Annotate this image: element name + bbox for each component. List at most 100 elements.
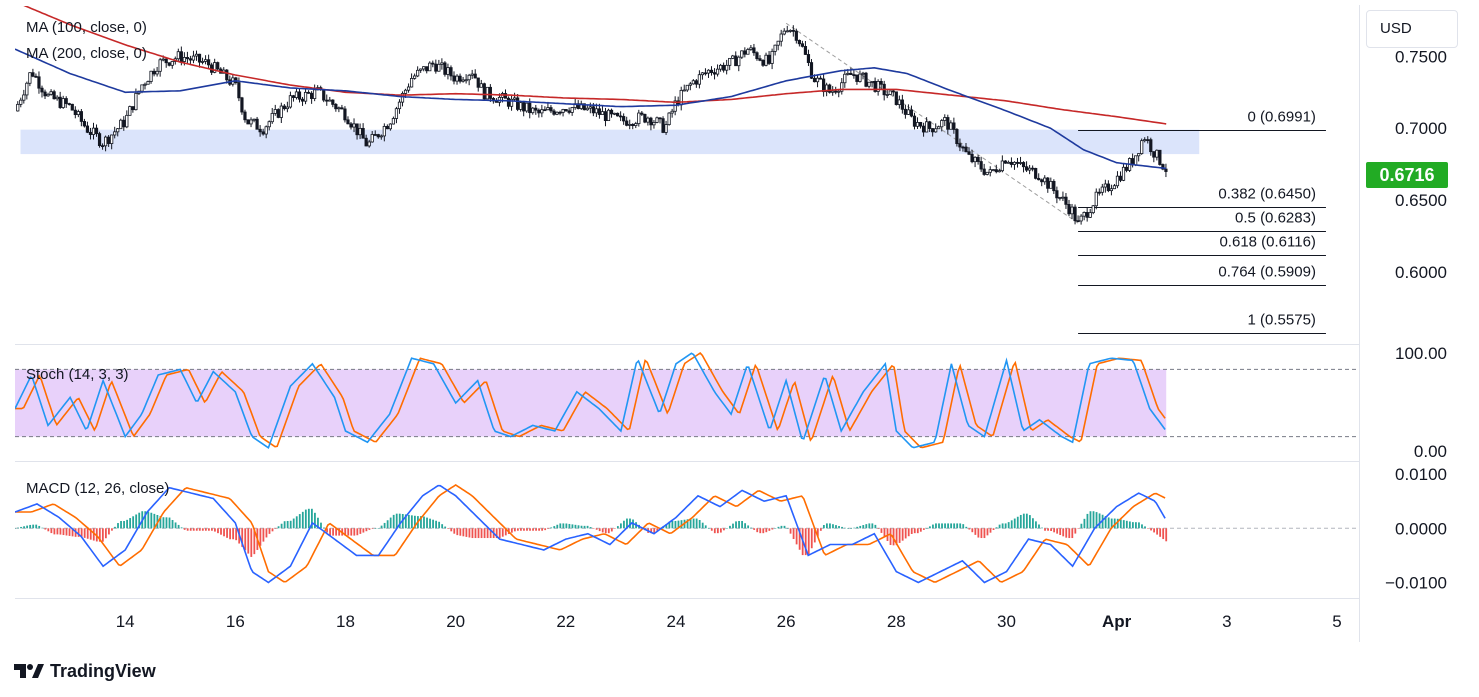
candle-body — [325, 99, 329, 102]
candle-body — [461, 79, 465, 82]
candle-body — [909, 109, 914, 117]
price-pane[interactable] — [15, 2, 1326, 334]
candle-body — [985, 171, 989, 175]
macd-hist-bar — [262, 528, 265, 542]
macd-hist-bar — [1059, 528, 1062, 535]
candle-body — [182, 57, 186, 62]
candle-body — [761, 59, 765, 66]
macd-hist-bar — [859, 525, 862, 529]
candle-body — [946, 117, 950, 130]
candle-body — [346, 119, 350, 125]
candle-body — [261, 131, 265, 135]
currency-selector[interactable]: USD — [1366, 10, 1458, 48]
candle-body — [537, 109, 541, 114]
candle-body — [822, 78, 826, 93]
candle-body — [434, 63, 438, 72]
macd-hist-bar — [744, 523, 747, 529]
macd-hist-bar — [771, 528, 774, 530]
macd-hist-bar — [1044, 528, 1046, 531]
price-axis[interactable]: 0.7500 0.7000 0.6500 0.6000 — [1395, 47, 1447, 282]
macd-hist-bar — [498, 528, 501, 539]
tradingview-logo[interactable]: TradingView — [14, 658, 156, 684]
macd-hist-bar — [138, 512, 141, 529]
macd-hist-bar — [847, 528, 850, 529]
macd-hist-bar — [1071, 528, 1074, 539]
macd-hist-bar — [932, 524, 934, 529]
macd-hist-bar — [159, 516, 162, 529]
candle-body — [1003, 160, 1007, 164]
candle-body — [158, 59, 162, 72]
macd-hist-bar — [1125, 520, 1128, 529]
macd-hist-bar — [668, 521, 671, 529]
macd-hist-bar — [220, 528, 222, 535]
time-axis[interactable]: 14 16 18 20 22 24 26 28 30 Apr 3 5 — [116, 612, 1342, 631]
candle-body — [682, 89, 686, 92]
candle-body — [818, 77, 823, 80]
candle-body — [113, 131, 117, 136]
macd-hist-bar — [350, 528, 353, 536]
bearish-trendline[interactable] — [785, 22, 1079, 224]
candle-body — [1158, 149, 1162, 165]
macd-hist-bar — [704, 525, 707, 529]
candle-body — [685, 84, 689, 91]
macd-hist-bar — [126, 519, 128, 529]
candle-body — [1109, 188, 1114, 192]
stoch-pane[interactable] — [15, 351, 1359, 450]
candle-body — [288, 95, 293, 108]
support-zone[interactable] — [20, 129, 1200, 155]
macd-hist-bar — [822, 525, 825, 529]
macd-pane[interactable] — [14, 484, 1359, 584]
candle-body — [303, 91, 308, 102]
candle-body — [667, 112, 671, 125]
macd-legend[interactable]: MACD (12, 26, close) — [26, 480, 169, 497]
macd-hist-bar — [986, 528, 989, 536]
macd-hist-bar — [1107, 517, 1110, 529]
candle-body — [955, 129, 959, 145]
macd-hist-bar — [756, 528, 759, 533]
candle-body — [512, 97, 517, 100]
macd-hist-bar — [147, 511, 150, 529]
ma200-legend[interactable]: MA (200, close, 0) — [26, 45, 147, 62]
price-tick-label: 0.6000 — [1395, 263, 1447, 282]
macd-hist-bar — [135, 514, 138, 529]
candle-body — [894, 91, 898, 105]
candle-body — [628, 123, 632, 126]
stoch-legend[interactable]: Stoch (14, 3, 3) — [26, 366, 129, 383]
candle-body — [73, 109, 77, 116]
macd-hist-bar — [104, 528, 107, 539]
candle-body — [243, 111, 247, 121]
macd-hist-bar — [916, 528, 919, 534]
macd-hist-bar — [510, 528, 513, 533]
candle-body — [785, 30, 789, 33]
macd-hist-bar — [950, 523, 953, 529]
candle-body — [852, 74, 856, 77]
ma100-legend[interactable]: MA (100, close, 0) — [26, 19, 147, 36]
macd-hist-bar — [562, 523, 565, 529]
macd-hist-bar — [780, 525, 783, 529]
macd-hist-bar — [883, 528, 886, 537]
candle-body — [1161, 164, 1165, 170]
macd-hist-bar — [317, 517, 319, 529]
candle-body — [646, 117, 650, 123]
candle-body — [837, 90, 841, 93]
macd-hist-bar — [944, 523, 946, 529]
macd-hist-bar — [1019, 514, 1022, 529]
candle-body — [70, 103, 74, 111]
macd-hist-bar — [565, 523, 568, 529]
macd-hist-bar — [550, 527, 553, 529]
macd-axis[interactable]: 0.0100 0.0000 −0.0100 — [1385, 465, 1447, 592]
candle-body — [1000, 160, 1004, 172]
macd-hist-bar — [826, 523, 828, 529]
candle-body — [743, 50, 747, 55]
candle-body — [619, 115, 623, 118]
candle-body — [88, 131, 93, 135]
macd-hist-bar — [829, 523, 831, 529]
macd-hist-bar — [929, 526, 931, 529]
macd-hist-bar — [1035, 521, 1037, 529]
candle-body — [409, 78, 414, 88]
fibonacci-levels[interactable] — [1078, 130, 1326, 334]
stoch-axis[interactable]: 100.00 0.00 — [1395, 344, 1447, 461]
candle-body — [843, 73, 847, 84]
candle-body — [149, 70, 153, 82]
